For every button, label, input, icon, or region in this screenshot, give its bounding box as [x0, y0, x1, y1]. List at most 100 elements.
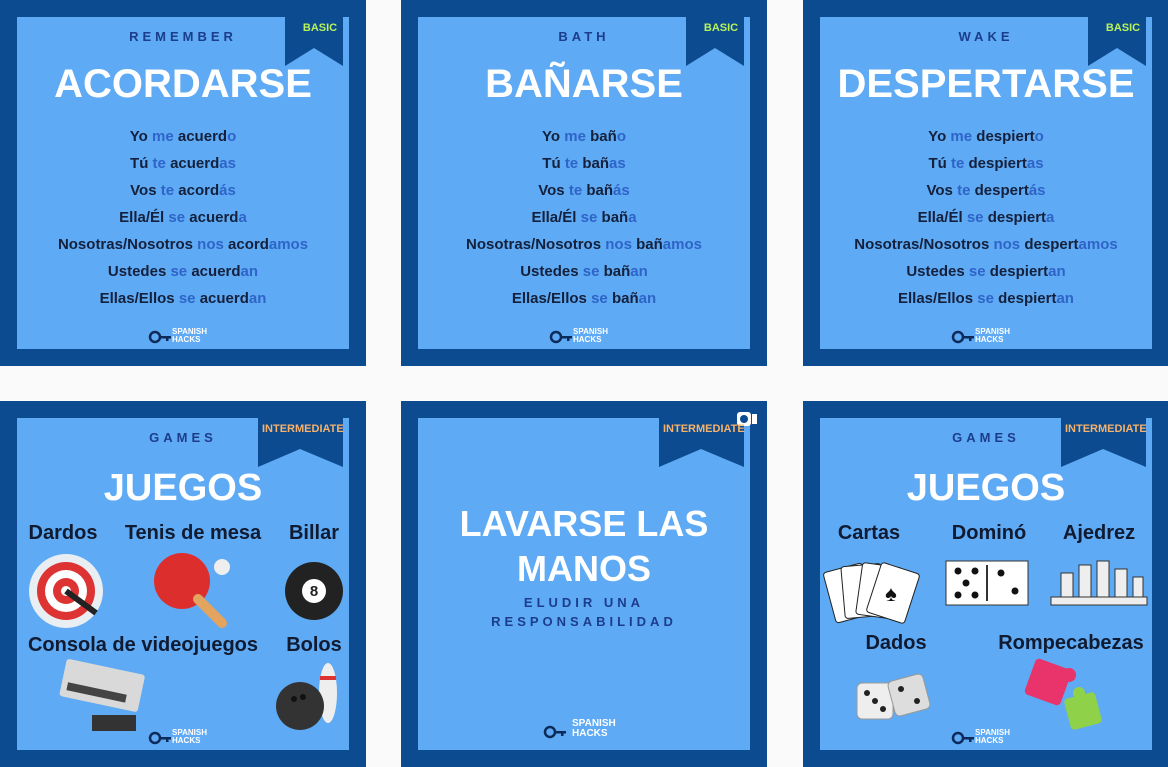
conjugation-part: despert — [974, 182, 1029, 199]
logo-text: HACKS — [172, 736, 201, 745]
post-tile[interactable]: BASIC REMEMBER ACORDARSE Yo me acuerdo Tú te acu… — [0, 0, 366, 366]
svg-text:8: 8 — [310, 583, 318, 600]
conjugation-part: Nosotras/Nosotros — [466, 236, 602, 253]
conjugation-part: Ustedes — [520, 263, 579, 280]
artwork: 8 — [29, 401, 343, 745]
conjugation-part: as — [609, 155, 626, 172]
logo-text: HACKS — [975, 335, 1004, 344]
paddle-icon — [154, 553, 230, 628]
verb-title: DESPERTARSE — [837, 62, 1135, 106]
conjugation-part: ás — [219, 182, 236, 199]
logo-text: SPANISH — [975, 327, 1010, 336]
english-meaning: GAMES — [952, 430, 1020, 445]
game-label: Ajedrez — [1062, 522, 1136, 544]
key-icon — [549, 330, 572, 344]
english-meaning: REMEMBER — [129, 29, 237, 44]
conjugation-line: Tú te acuerdas — [0, 155, 366, 172]
conjugation-part: Nosotras/Nosotros — [854, 236, 990, 253]
key-icon — [148, 731, 171, 745]
conjugation-part: Tú — [928, 155, 947, 172]
conjugation-line: Yo me despierto — [803, 128, 1168, 145]
conjugation-part: Yo — [542, 128, 561, 145]
english-meaning: WAKE — [958, 29, 1014, 44]
conjugation-part: Ellas/Ellos — [898, 290, 974, 307]
post-tile[interactable]: BASIC BATH BAÑARSE Yo me baño Tú te bañas Vos te ba… — [401, 0, 767, 366]
post-tile[interactable]: ♠ INTERMEDIATE GAMES JUEGOS Cartas Dominó Aje… — [803, 401, 1168, 767]
ribbon — [686, 0, 744, 66]
conjugation-part: Ustedes — [107, 263, 167, 280]
game-label: Tenis de mesa — [124, 522, 262, 544]
game-label: Dominó — [951, 522, 1027, 544]
conjugation-line: Nosotras/Nosotros nos bañamos — [401, 236, 767, 253]
level-ribbon: BASIC — [1105, 22, 1141, 34]
ribbon — [659, 401, 744, 467]
console-icon — [59, 659, 145, 731]
conjugation-line: Nosotras/Nosotros nos acordamos — [0, 236, 366, 253]
conjugation-part: amos — [268, 236, 309, 253]
puzzle-icon — [1024, 658, 1102, 730]
english-meaning: GAMES — [149, 430, 217, 445]
brand-logo: SPANISH HACKS — [572, 719, 616, 739]
conjugation-part: as — [219, 155, 236, 172]
conjugation-part: ás — [613, 182, 630, 199]
game-label: Billar — [288, 522, 340, 544]
brand-logo: SPANISH HACKS — [975, 729, 1010, 745]
conjugation-part: bañ — [590, 128, 617, 145]
conjugation-line: Vos te despertás — [803, 182, 1168, 199]
post-tile[interactable]: BASIC WAKE DESPERTARSE Yo me despierto Tú te des… — [803, 0, 1168, 366]
post-subtitle: ELUDIR UNA RESPONSABILIDAD — [491, 595, 677, 629]
artwork — [148, 0, 343, 344]
game-label: Dardos — [28, 522, 98, 544]
logo-text: SPANISH — [572, 718, 616, 729]
brand-logo: SPANISH HACKS — [573, 328, 608, 344]
conjugation-part: acuerd — [170, 155, 220, 172]
conjugation-part: se — [968, 263, 986, 280]
conjugation-line: Ustedes se bañan — [401, 263, 767, 280]
logo-text: SPANISH — [573, 327, 608, 336]
conjugation-part: bañ — [603, 263, 631, 280]
conjugation-part: Ellas/Ellos — [511, 290, 587, 307]
level-ribbon: INTERMEDIATE — [663, 423, 745, 435]
tile-panel — [418, 17, 750, 349]
conjugation-part: te — [160, 182, 175, 199]
logo-text: HACKS — [573, 335, 602, 344]
conjugation-part: Vos — [130, 182, 157, 199]
conjugation-part: bañ — [636, 236, 663, 253]
logo-text: HACKS — [975, 736, 1004, 745]
conjugation-part: a — [628, 209, 637, 226]
dartboard-icon — [29, 554, 103, 628]
conjugation-part: bañ — [601, 209, 629, 226]
post-tile[interactable]: INTERMEDIATE LAVARSE LAS MANOS ELUDIR UNA … — [401, 401, 767, 767]
conjugation-line: Yo me acuerdo — [0, 128, 366, 145]
post-tile[interactable]: 8 INTERMEDIATE GAMES JUEGOS Dardos Tenis de … — [0, 401, 366, 767]
conjugation-line: Vos te bañás — [401, 182, 767, 199]
conjugation-part: Yo — [129, 128, 148, 145]
conjugation-part: bañ — [611, 290, 639, 307]
key-icon — [148, 330, 171, 344]
conjugation-part: se — [582, 263, 600, 280]
conjugation-part: despiert — [989, 263, 1049, 280]
conjugation-part: se — [591, 290, 608, 307]
conjugation-line: Ella/Él se acuerda — [0, 209, 366, 226]
verb-title: BAÑARSE — [485, 62, 683, 106]
conjugation-line: Tú te despiertas — [803, 155, 1168, 172]
conjugation-part: se — [580, 209, 598, 226]
conjugation-part: Yo — [928, 128, 947, 145]
conjugation-part: Ella/Él — [119, 209, 165, 226]
conjugation-part: a — [238, 209, 247, 226]
conjugation-part: nos — [197, 236, 224, 253]
conjugation-line: Ellas/Ellos se acuerdan — [0, 290, 366, 307]
conjugation-part: nos — [605, 236, 632, 253]
conjugation-part: an — [1048, 263, 1066, 280]
conjugation-part: te — [152, 155, 166, 172]
conjugation-part: acord — [228, 236, 269, 253]
conjugation-part: Nosotras/Nosotros — [57, 236, 193, 253]
conjugation-part: despert — [1024, 236, 1079, 253]
english-meaning: BATH — [558, 29, 610, 44]
conjugation-line: Nosotras/Nosotros nos despertamos — [803, 236, 1168, 253]
conjugation-part: despiert — [968, 155, 1027, 172]
game-label: Dados — [865, 632, 927, 654]
game-label: Consola de videojuegos — [27, 634, 259, 656]
level-ribbon: INTERMEDIATE — [1065, 423, 1147, 435]
